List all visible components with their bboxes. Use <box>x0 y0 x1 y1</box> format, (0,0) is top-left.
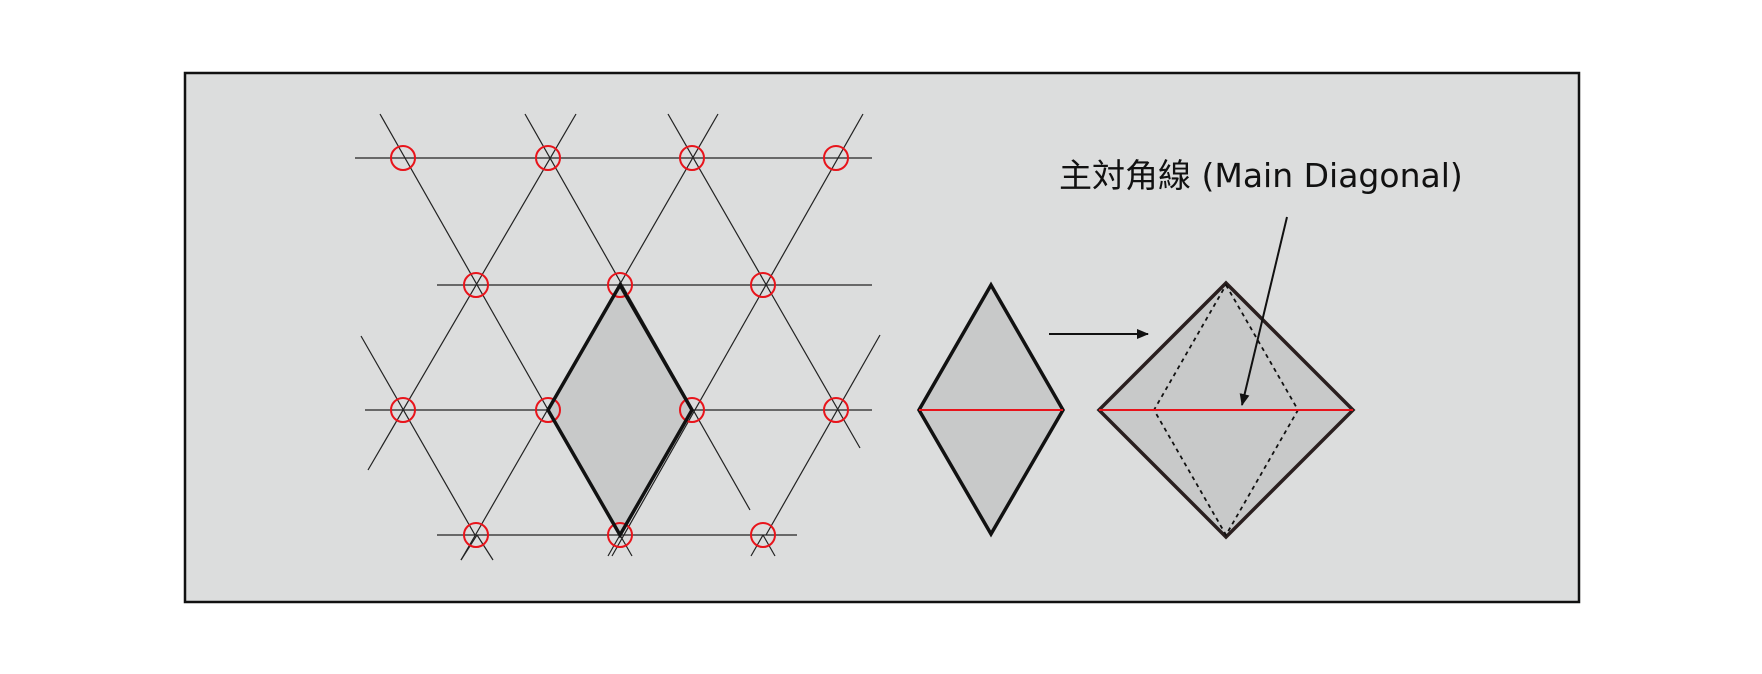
red-circle-icon <box>535 397 561 423</box>
red-circle-icon <box>390 145 416 171</box>
lattice-slant-line <box>611 113 864 557</box>
diagram-panel <box>183 71 1581 604</box>
lattice-slant-line <box>667 113 861 449</box>
red-circle-icon <box>679 397 705 423</box>
lattice-points <box>390 145 849 548</box>
dashed-rhombus-outline <box>1152 283 1300 537</box>
red-circle-icon <box>607 522 633 548</box>
red-circle-icon <box>750 272 776 298</box>
red-circle-icon <box>679 145 705 171</box>
lattice-slant-line <box>367 113 577 471</box>
red-circle-icon <box>823 145 849 171</box>
highlighted-rhombus-cell <box>545 281 695 539</box>
red-circle-icon <box>750 522 776 548</box>
red-circle-icon <box>463 522 489 548</box>
red-circle-icon <box>535 145 561 171</box>
lattice-slant-line <box>476 534 494 561</box>
arrow-down-icon <box>1239 216 1288 406</box>
lattice-slant-line <box>765 334 881 536</box>
red-circle-icon <box>823 397 849 423</box>
main-diagonal-label: 主対角線 (Main Diagonal) <box>1059 156 1463 195</box>
lattice-slant-line <box>360 335 476 536</box>
red-circle-icon <box>607 272 633 298</box>
red-circle-icon <box>463 272 489 298</box>
red-circle-icon <box>390 397 416 423</box>
lattice-slant-line <box>460 534 478 561</box>
